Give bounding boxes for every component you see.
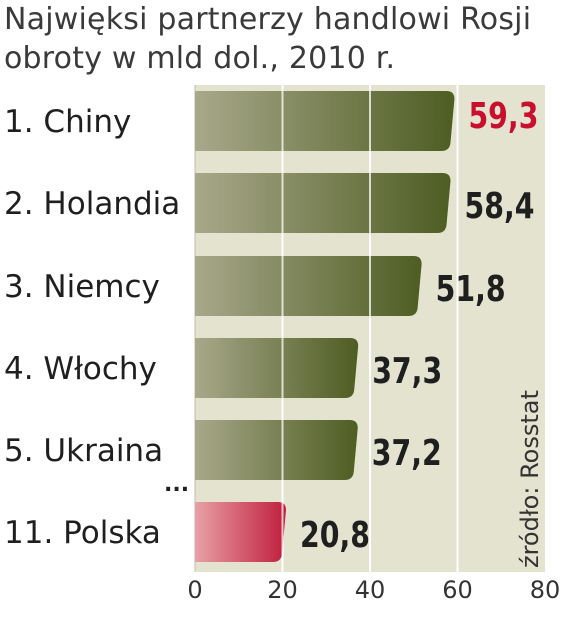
value-label: 59,3: [468, 96, 538, 137]
category-label: 2. Holandia: [4, 186, 180, 222]
category-label: 11. Polska: [4, 515, 161, 551]
chart-title: Najwięksi partnerzy handlowi Rosji obrot…: [4, 0, 531, 78]
bar-1: [195, 173, 451, 233]
source-label: źródło: Rosstat: [516, 390, 544, 568]
x-tick-label: 80: [530, 576, 561, 604]
value-label: 51,8: [436, 269, 506, 310]
category-label: 3. Niemcy: [4, 269, 160, 305]
category-label: 4. Włochy: [4, 351, 157, 387]
bar-4: [195, 420, 358, 480]
category-label: 5. Ukraina: [4, 433, 163, 469]
value-label: 37,3: [372, 351, 442, 392]
x-tick-label: 40: [355, 576, 386, 604]
value-label: 37,2: [372, 433, 442, 474]
x-tick-label: 60: [442, 576, 473, 604]
bar-3: [195, 338, 359, 398]
bar-0: [195, 91, 455, 151]
value-label: 58,4: [465, 186, 535, 227]
ellipsis-label: ...: [164, 472, 189, 497]
bar-2: [195, 256, 422, 316]
category-label: 1. Chiny: [4, 104, 131, 140]
x-tick-label: 20: [267, 576, 298, 604]
value-label: 20,8: [300, 515, 370, 556]
x-tick-label: 0: [187, 576, 202, 604]
bar-5: [195, 502, 286, 562]
title-line-2: obroty w mld dol., 2010 r.: [4, 41, 396, 76]
title-line-1: Najwięksi partnerzy handlowi Rosji: [4, 2, 532, 37]
